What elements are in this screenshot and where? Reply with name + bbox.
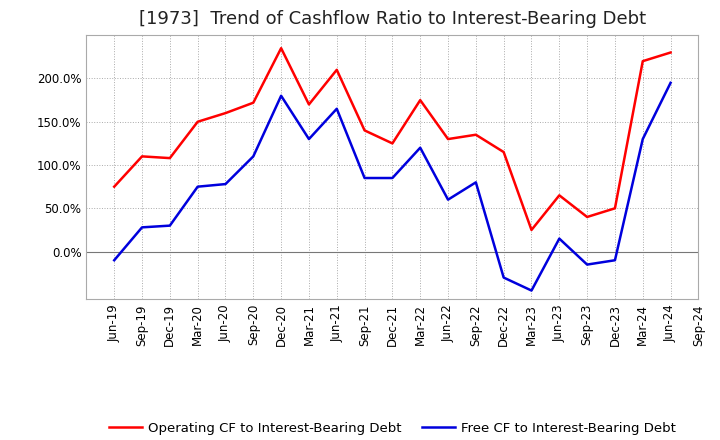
- Free CF to Interest-Bearing Debt: [221, 181, 230, 187]
- Free CF to Interest-Bearing Debt: [666, 80, 675, 85]
- Line: Operating CF to Interest-Bearing Debt: Operating CF to Interest-Bearing Debt: [114, 48, 670, 230]
- Free CF to Interest-Bearing Debt: [249, 154, 258, 159]
- Free CF to Interest-Bearing Debt: [582, 262, 591, 267]
- Free CF to Interest-Bearing Debt: [360, 176, 369, 181]
- Operating CF to Interest-Bearing Debt: [221, 110, 230, 116]
- Line: Free CF to Interest-Bearing Debt: Free CF to Interest-Bearing Debt: [114, 83, 670, 290]
- Operating CF to Interest-Bearing Debt: [194, 119, 202, 125]
- Free CF to Interest-Bearing Debt: [276, 93, 285, 99]
- Operating CF to Interest-Bearing Debt: [582, 214, 591, 220]
- Free CF to Interest-Bearing Debt: [138, 225, 146, 230]
- Free CF to Interest-Bearing Debt: [639, 136, 647, 142]
- Operating CF to Interest-Bearing Debt: [305, 102, 313, 107]
- Free CF to Interest-Bearing Debt: [555, 236, 564, 241]
- Operating CF to Interest-Bearing Debt: [166, 155, 174, 161]
- Free CF to Interest-Bearing Debt: [611, 257, 619, 263]
- Free CF to Interest-Bearing Debt: [110, 257, 119, 263]
- Operating CF to Interest-Bearing Debt: [110, 184, 119, 189]
- Free CF to Interest-Bearing Debt: [305, 136, 313, 142]
- Operating CF to Interest-Bearing Debt: [138, 154, 146, 159]
- Free CF to Interest-Bearing Debt: [416, 145, 425, 150]
- Operating CF to Interest-Bearing Debt: [444, 136, 452, 142]
- Operating CF to Interest-Bearing Debt: [360, 128, 369, 133]
- Operating CF to Interest-Bearing Debt: [555, 193, 564, 198]
- Operating CF to Interest-Bearing Debt: [472, 132, 480, 137]
- Title: [1973]  Trend of Cashflow Ratio to Interest-Bearing Debt: [1973] Trend of Cashflow Ratio to Intere…: [139, 10, 646, 28]
- Operating CF to Interest-Bearing Debt: [527, 227, 536, 233]
- Operating CF to Interest-Bearing Debt: [500, 150, 508, 155]
- Free CF to Interest-Bearing Debt: [166, 223, 174, 228]
- Free CF to Interest-Bearing Debt: [472, 180, 480, 185]
- Free CF to Interest-Bearing Debt: [388, 176, 397, 181]
- Operating CF to Interest-Bearing Debt: [666, 50, 675, 55]
- Operating CF to Interest-Bearing Debt: [333, 67, 341, 73]
- Free CF to Interest-Bearing Debt: [500, 275, 508, 280]
- Operating CF to Interest-Bearing Debt: [611, 205, 619, 211]
- Operating CF to Interest-Bearing Debt: [416, 98, 425, 103]
- Free CF to Interest-Bearing Debt: [333, 106, 341, 111]
- Legend: Operating CF to Interest-Bearing Debt, Free CF to Interest-Bearing Debt: Operating CF to Interest-Bearing Debt, F…: [104, 417, 681, 440]
- Operating CF to Interest-Bearing Debt: [276, 46, 285, 51]
- Free CF to Interest-Bearing Debt: [194, 184, 202, 189]
- Operating CF to Interest-Bearing Debt: [249, 100, 258, 105]
- Free CF to Interest-Bearing Debt: [444, 197, 452, 202]
- Operating CF to Interest-Bearing Debt: [388, 141, 397, 146]
- Operating CF to Interest-Bearing Debt: [639, 59, 647, 64]
- Free CF to Interest-Bearing Debt: [527, 288, 536, 293]
